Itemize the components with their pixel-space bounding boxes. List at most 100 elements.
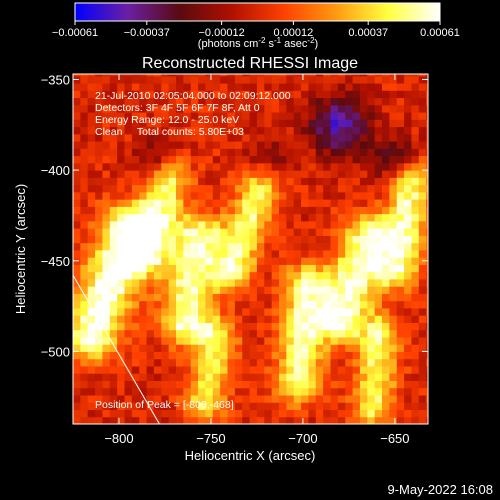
heatmap-cell: [95, 141, 103, 149]
heatmap-cell: [234, 351, 243, 360]
heatmap-cell: [73, 228, 81, 236]
heatmap-cell: [190, 170, 199, 178]
heatmap-cell: [153, 148, 162, 157]
heatmap-cell: [109, 104, 118, 113]
heatmap-cell: [198, 293, 206, 302]
heatmap-cell: [337, 402, 346, 410]
heatmap-cell: [87, 104, 96, 113]
heatmap-cell: [109, 184, 118, 193]
heatmap-cell: [426, 119, 428, 128]
heatmap-cell: [153, 358, 162, 367]
heatmap-cell: [227, 184, 236, 193]
heatmap-cell: [330, 358, 339, 367]
heatmap-cell: [168, 300, 177, 309]
heatmap-cell: [183, 380, 192, 389]
heatmap-cell: [109, 90, 118, 99]
heatmap-cell: [279, 228, 287, 236]
heatmap-cell: [271, 177, 280, 186]
heatmap-cell: [279, 409, 287, 418]
heatmap-cell: [271, 249, 280, 258]
heatmap-cell: [124, 75, 133, 84]
heatmap-cell: [87, 286, 96, 294]
heatmap-cell: [249, 177, 258, 186]
heatmap-cell: [249, 220, 258, 229]
heatmap-cell: [374, 358, 383, 367]
heatmap-cell: [161, 264, 170, 273]
heatmap-cell: [73, 206, 81, 215]
heatmap-cell: [153, 329, 162, 338]
heatmap-cell: [389, 416, 398, 424]
heatmap-cell: [227, 387, 236, 396]
heatmap-cell: [367, 97, 376, 106]
heatmap-cell: [117, 409, 126, 418]
heatmap-cell: [117, 344, 126, 352]
heatmap-cell: [124, 351, 133, 360]
heatmap-cell: [190, 336, 199, 345]
heatmap-cell: [124, 228, 133, 236]
heatmap-cell: [95, 220, 103, 229]
heatmap-cell: [271, 307, 280, 316]
heatmap-cell: [418, 307, 427, 316]
heatmap-cell: [109, 148, 118, 157]
heatmap-cell: [396, 278, 405, 287]
heatmap-cell: [404, 249, 412, 258]
heatmap-cell: [367, 387, 376, 396]
heatmap-cell: [161, 112, 170, 120]
heatmap-cell: [271, 119, 280, 128]
heatmap-cell: [102, 409, 111, 418]
heatmap-cell: [374, 133, 383, 142]
heatmap-cell: [315, 380, 324, 389]
heatmap-cell: [256, 365, 265, 374]
heatmap-cell: [212, 97, 221, 106]
heatmap-cell: [205, 213, 214, 222]
heatmap-cell: [102, 387, 111, 396]
heatmap-cell: [352, 170, 361, 178]
heatmap-cell: [382, 358, 390, 367]
heatmap-cell: [227, 416, 236, 424]
heatmap-cell: [374, 119, 383, 128]
colorbar-tick-label: 0.00061: [420, 27, 460, 39]
heatmap-cell: [205, 119, 214, 128]
heatmap-cell: [227, 213, 236, 222]
heatmap-cell: [139, 402, 148, 410]
heatmap-cell: [161, 220, 170, 229]
heatmap-cell: [286, 278, 295, 287]
heatmap-cell: [286, 336, 295, 345]
heatmap-cell: [418, 387, 427, 396]
heatmap-cell: [168, 206, 177, 215]
heatmap-cell: [359, 351, 368, 360]
heatmap-cell: [382, 104, 390, 113]
heatmap-cell: [153, 365, 162, 374]
heatmap-cell: [426, 74, 428, 77]
heatmap-cell: [131, 199, 140, 207]
heatmap-cell: [345, 119, 354, 128]
heatmap-cell: [220, 264, 229, 273]
heatmap-cell: [256, 409, 265, 418]
heatmap-cell: [183, 228, 192, 236]
heatmap-cell: [161, 315, 170, 323]
heatmap-cell: [190, 286, 199, 294]
heatmap-cell: [382, 322, 390, 331]
heatmap-cell: [227, 206, 236, 215]
heatmap-cell: [102, 184, 111, 193]
heatmap-cell: [411, 249, 420, 258]
heatmap-cell: [212, 293, 221, 302]
heatmap-cell: [161, 90, 170, 99]
heatmap-cell: [279, 206, 287, 215]
heatmap-cell: [87, 199, 96, 207]
heatmap-cell: [315, 387, 324, 396]
heatmap-cell: [139, 83, 148, 91]
heatmap-cell: [404, 90, 412, 99]
heatmap-cell: [168, 365, 177, 374]
heatmap-cell: [131, 416, 140, 424]
heatmap-cell: [315, 206, 324, 215]
heatmap-cell: [279, 75, 287, 84]
heatmap-cell: [80, 206, 89, 215]
heatmap-cell: [352, 104, 361, 113]
heatmap-cell: [359, 177, 368, 186]
heatmap-cell: [352, 416, 361, 424]
heatmap-cell: [308, 148, 317, 157]
heatmap-cell: [109, 387, 118, 396]
heatmap-cell: [249, 206, 258, 215]
heatmap-cell: [418, 373, 427, 381]
